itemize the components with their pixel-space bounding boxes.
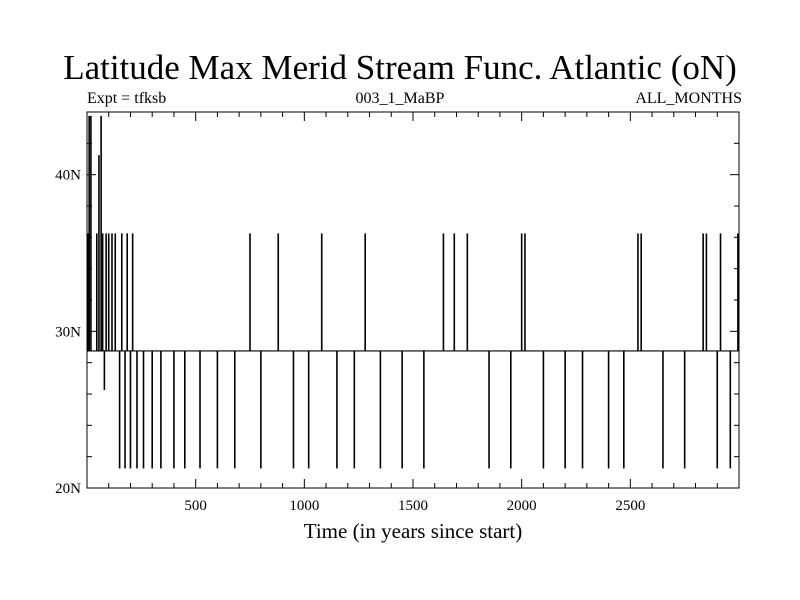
x-tick-label: 1000 [289,498,319,514]
x-tick-label: 2500 [615,498,645,514]
y-tick-label: 20N [55,481,81,497]
ticks-layer: 500 1000 1500 2000 2500 20N 30N 40N [55,112,739,514]
months-label: ALL_MONTHS [635,90,742,107]
x-tick-label: 500 [184,498,207,514]
y-tick-label: 40N [55,168,81,184]
run-label: 003_1_MaBP [355,90,445,107]
x-axis-label: Time (in years since start) [304,519,523,543]
x-tick-label: 2000 [507,498,537,514]
series-0 [87,115,739,469]
plot-frame [86,111,740,489]
y-tick-label: 30N [55,324,81,340]
series-layer [87,115,739,469]
experiment-label: Expt = tfksb [87,90,167,107]
chart-title: Latitude Max Merid Stream Func. Atlantic… [63,48,737,87]
x-tick-label: 1500 [398,498,428,514]
